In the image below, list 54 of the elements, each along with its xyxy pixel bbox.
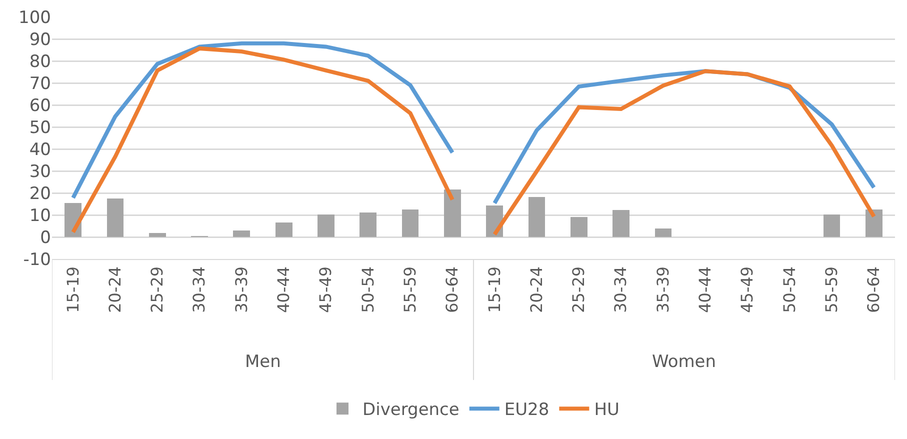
- y-tick-label: 10: [29, 206, 51, 226]
- text: Women: [652, 352, 716, 372]
- bar: [444, 190, 461, 237]
- x-tick-label: 25-29: [569, 266, 588, 313]
- x-tick-label: 45-49: [316, 266, 336, 313]
- x-tick-label: 35-39: [232, 266, 251, 313]
- bar: [528, 197, 546, 237]
- text: Men: [245, 352, 281, 372]
- y-tick-label: 90: [29, 30, 51, 50]
- y-tick-label: 0: [40, 228, 51, 248]
- line-series: [71, 41, 454, 200]
- bar: [360, 212, 377, 237]
- x-tick-label: 60-64: [864, 266, 884, 313]
- x-tick-label: 30-34: [190, 266, 209, 313]
- x-tick-label: 55-59: [822, 266, 841, 313]
- bar: [823, 214, 840, 237]
- y-tick-label: 20: [29, 184, 51, 204]
- y-tick-label: 30: [29, 162, 51, 182]
- legend-label: HU: [594, 400, 620, 420]
- x-tick-label: 35-39: [653, 266, 672, 313]
- bar: [654, 228, 672, 237]
- bar: [148, 233, 166, 237]
- y-tick-label: 70: [29, 74, 51, 94]
- x-tick-label: 60-64: [442, 266, 462, 313]
- y-tick-label: 40: [29, 140, 51, 160]
- bar: [275, 222, 292, 237]
- x-tick-label: 25-29: [148, 266, 167, 313]
- legend-label: EU28: [504, 400, 550, 420]
- x-tick-label: 55-59: [400, 266, 420, 313]
- x-tick-label: 20-24: [526, 266, 546, 313]
- x-tick-label: 15-19: [484, 266, 504, 313]
- bar: [612, 210, 630, 237]
- bar: [570, 216, 588, 237]
- x-tick-label: 20-24: [105, 266, 124, 313]
- x-tick-label: 40-44: [696, 266, 715, 313]
- bar: [866, 209, 882, 237]
- y-tick-label: 80: [29, 52, 51, 72]
- bar: [233, 230, 250, 237]
- x-tick-label: 50-54: [358, 266, 378, 313]
- line-series: [492, 69, 876, 236]
- y-tick-label: 100: [18, 8, 51, 28]
- y-tick-label: 60: [29, 96, 51, 116]
- x-tick-label: 40-44: [274, 266, 294, 313]
- bar: [318, 214, 334, 237]
- x-tick-label: 45-49: [738, 266, 757, 313]
- legend-label: Divergence: [362, 400, 460, 420]
- bar: [106, 198, 124, 237]
- x-tick-label: 30-34: [611, 266, 630, 313]
- y-tick-label: -10: [23, 250, 51, 270]
- line-series: [71, 46, 454, 234]
- x-tick-label: 50-54: [780, 266, 799, 313]
- x-tick-label: 15-19: [63, 266, 82, 313]
- bar: [402, 210, 419, 237]
- y-tick-label: 50: [29, 118, 51, 138]
